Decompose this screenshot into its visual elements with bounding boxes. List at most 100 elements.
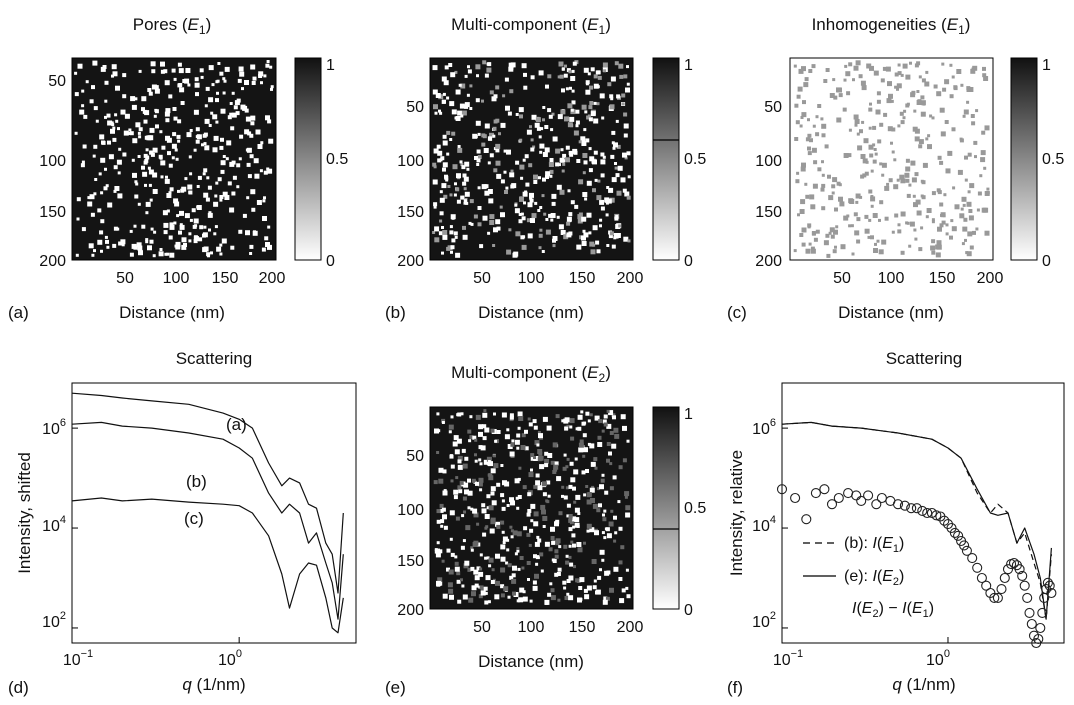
map-dot	[161, 145, 166, 150]
map-dot	[542, 106, 546, 109]
map-dot	[474, 156, 478, 160]
map-dot	[208, 97, 214, 103]
map-dot	[503, 170, 507, 174]
map-dot	[616, 94, 621, 99]
map-dot	[474, 459, 478, 463]
map-dot	[168, 235, 173, 240]
map-dot	[581, 241, 587, 246]
map-dot	[839, 201, 845, 207]
map-dot	[918, 247, 923, 252]
map-dot	[436, 451, 440, 454]
map-dot	[607, 82, 612, 87]
map-dot	[435, 552, 441, 558]
map-dot	[518, 107, 524, 113]
map-dot	[601, 531, 605, 535]
map-dot	[975, 109, 979, 113]
map-dot	[519, 138, 523, 142]
map-dot	[537, 449, 543, 454]
map-dot	[591, 559, 597, 564]
map-dot	[476, 74, 479, 78]
map-dot	[164, 252, 168, 256]
map-dot	[544, 451, 549, 456]
map-dot	[171, 143, 177, 149]
map-dot	[944, 79, 950, 85]
map-dot	[194, 77, 199, 82]
map-dot	[437, 429, 441, 433]
map-dot	[542, 416, 548, 422]
map-dot	[440, 524, 444, 528]
map-dot	[905, 166, 911, 172]
map-dot	[565, 87, 569, 91]
map-dot	[581, 141, 587, 146]
map-dot	[821, 133, 826, 138]
map-dot	[216, 91, 219, 95]
map-dot	[986, 191, 990, 195]
map-dot	[964, 238, 967, 242]
map-dot	[535, 555, 540, 560]
map-dot	[470, 222, 474, 226]
map-dot	[438, 109, 441, 113]
map-dot	[461, 165, 466, 170]
map-dot	[589, 443, 595, 449]
map-dot	[479, 462, 483, 466]
map-dot	[476, 149, 481, 154]
map-dot	[132, 138, 138, 144]
map-dot	[602, 155, 606, 159]
map-dot	[219, 195, 224, 199]
map-dot	[496, 524, 501, 529]
map-dot	[951, 226, 957, 232]
map-dot	[597, 575, 602, 580]
map-dot	[561, 169, 565, 173]
map-dot	[495, 160, 501, 166]
map-dot	[455, 252, 461, 258]
map-dot	[467, 429, 472, 434]
map-dot	[976, 208, 980, 212]
map-dot	[593, 74, 598, 79]
map-dot	[622, 425, 627, 431]
map-dot	[539, 228, 543, 232]
difference-point	[939, 515, 950, 526]
map-dot	[908, 183, 912, 187]
map-dot	[176, 214, 180, 218]
map-dot	[506, 548, 510, 552]
map-dot	[972, 230, 976, 235]
map-dot	[446, 96, 450, 100]
difference-point	[906, 503, 917, 514]
map-dot	[439, 111, 443, 115]
map-dot	[615, 173, 620, 178]
panel-e-yticks: 50 100 150 200	[397, 448, 424, 619]
map-dot	[927, 144, 932, 150]
map-dot	[445, 178, 449, 182]
map-dot	[250, 115, 256, 121]
map-dot	[559, 74, 564, 79]
map-dot	[825, 68, 830, 72]
map-dot	[593, 101, 597, 105]
map-dot	[470, 566, 475, 571]
panel-d-xticks: 10−1 100	[63, 648, 242, 669]
map-dot	[531, 114, 537, 120]
map-dot	[160, 61, 165, 67]
map-dot	[968, 215, 974, 221]
map-dot	[509, 172, 515, 178]
map-dot	[545, 601, 549, 605]
map-dot	[149, 198, 153, 202]
map-dot	[503, 149, 507, 153]
map-dot	[193, 109, 199, 115]
map-dot	[613, 142, 618, 148]
map-dot	[891, 150, 895, 154]
panel-b-xlabel: Distance (nm)	[478, 303, 584, 322]
map-dot	[848, 62, 853, 67]
map-dot	[484, 591, 488, 595]
map-dot	[517, 426, 521, 430]
map-dot	[141, 107, 145, 112]
map-dot	[960, 207, 964, 211]
panel-c-title: Inhomogeneities (E1)	[812, 15, 971, 37]
map-dot	[558, 545, 562, 549]
map-dot	[610, 509, 614, 513]
map-dot	[869, 153, 874, 158]
map-dot	[848, 224, 852, 228]
map-dot	[863, 138, 869, 144]
difference-point	[999, 572, 1010, 584]
map-dot	[872, 125, 877, 130]
map-dot	[530, 75, 535, 80]
